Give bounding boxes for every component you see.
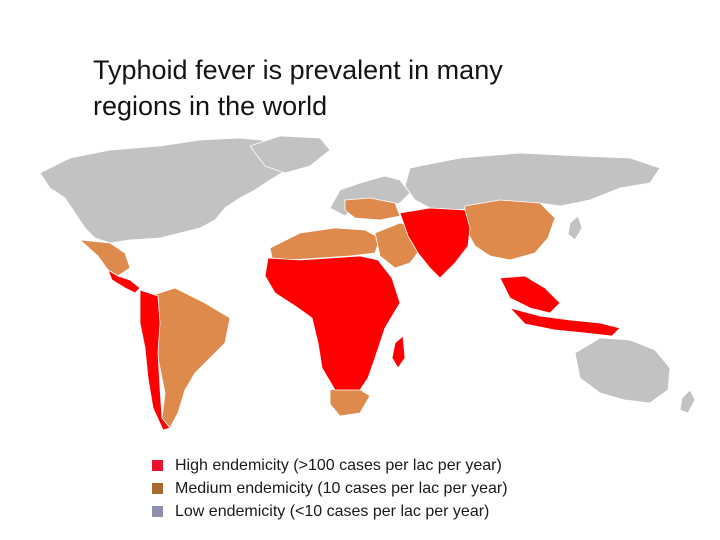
region-new-zealand xyxy=(679,389,696,414)
region-turkey-caucasus xyxy=(344,197,401,221)
region-southeast-asia xyxy=(499,275,561,314)
page-title: Typhoid fever is prevalent in many regio… xyxy=(93,52,653,124)
region-north-america xyxy=(39,137,301,244)
region-russia xyxy=(404,152,661,211)
region-central-america xyxy=(107,269,141,294)
region-sub-saharan-africa xyxy=(264,255,401,391)
legend-label-low: Low endemicity (<10 cases per lac per ye… xyxy=(175,503,490,520)
region-china xyxy=(464,199,556,261)
world-map xyxy=(0,128,720,450)
region-greenland xyxy=(249,135,331,174)
legend-item-low: Low endemicity (<10 cases per lac per ye… xyxy=(148,501,648,524)
region-indonesia xyxy=(509,307,621,337)
region-south-africa xyxy=(329,385,371,417)
legend-label-high: High endemicity (>100 cases per lac per … xyxy=(175,457,502,474)
region-andes xyxy=(139,289,171,431)
region-australia xyxy=(574,337,671,404)
region-mexico xyxy=(79,239,131,277)
region-japan xyxy=(567,215,583,241)
region-madagascar xyxy=(391,335,406,369)
map-legend: High endemicity (>100 cases per lac per … xyxy=(148,455,648,524)
legend-swatch-high xyxy=(152,460,163,471)
legend-item-medium: Medium endemicity (10 cases per lac per … xyxy=(148,478,648,501)
legend-swatch-medium xyxy=(152,483,163,494)
region-south-america xyxy=(149,287,231,429)
legend-label-medium: Medium endemicity (10 cases per lac per … xyxy=(175,480,508,497)
region-south-asia xyxy=(399,207,471,279)
region-north-africa xyxy=(269,227,381,261)
title-line-1: Typhoid fever is prevalent in many xyxy=(93,55,503,85)
legend-swatch-low xyxy=(152,506,163,517)
title-line-2: regions in the world xyxy=(93,91,328,121)
legend-item-high: High endemicity (>100 cases per lac per … xyxy=(148,455,648,478)
